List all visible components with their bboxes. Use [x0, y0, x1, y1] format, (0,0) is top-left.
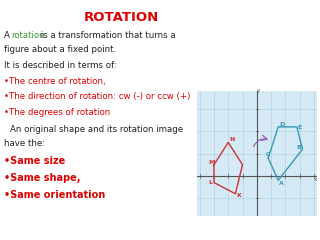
Text: A: A [4, 31, 12, 40]
Text: M: M [208, 160, 215, 165]
Text: An original shape and its rotation image: An original shape and its rotation image [10, 125, 183, 134]
Text: •Same shape,: •Same shape, [4, 173, 80, 183]
Text: •The direction of rotation: cw (-) or ccw (+): •The direction of rotation: cw (-) or cc… [4, 92, 190, 101]
Text: B: B [297, 145, 302, 150]
Text: have the:: have the: [4, 139, 45, 148]
Text: figure about a fixed point.: figure about a fixed point. [4, 45, 116, 54]
Text: D: D [279, 122, 284, 127]
Text: K: K [236, 193, 241, 198]
Text: A: A [279, 181, 284, 186]
Text: is a transformation that turns a: is a transformation that turns a [38, 31, 176, 40]
Text: L: L [208, 180, 212, 185]
Text: E: E [298, 125, 302, 130]
Text: •The degrees of rotation: •The degrees of rotation [4, 108, 110, 117]
Text: C: C [266, 152, 271, 157]
Text: •The centre of rotation,: •The centre of rotation, [4, 77, 106, 86]
Text: It is described in terms of:: It is described in terms of: [4, 61, 116, 70]
Text: rotation: rotation [11, 31, 45, 40]
Text: •Same orientation: •Same orientation [4, 190, 105, 200]
Text: ROTATION: ROTATION [84, 11, 159, 24]
Text: y: y [257, 88, 260, 93]
Text: x: x [314, 177, 317, 182]
Text: •Same size: •Same size [4, 156, 65, 166]
Text: N: N [229, 137, 234, 142]
